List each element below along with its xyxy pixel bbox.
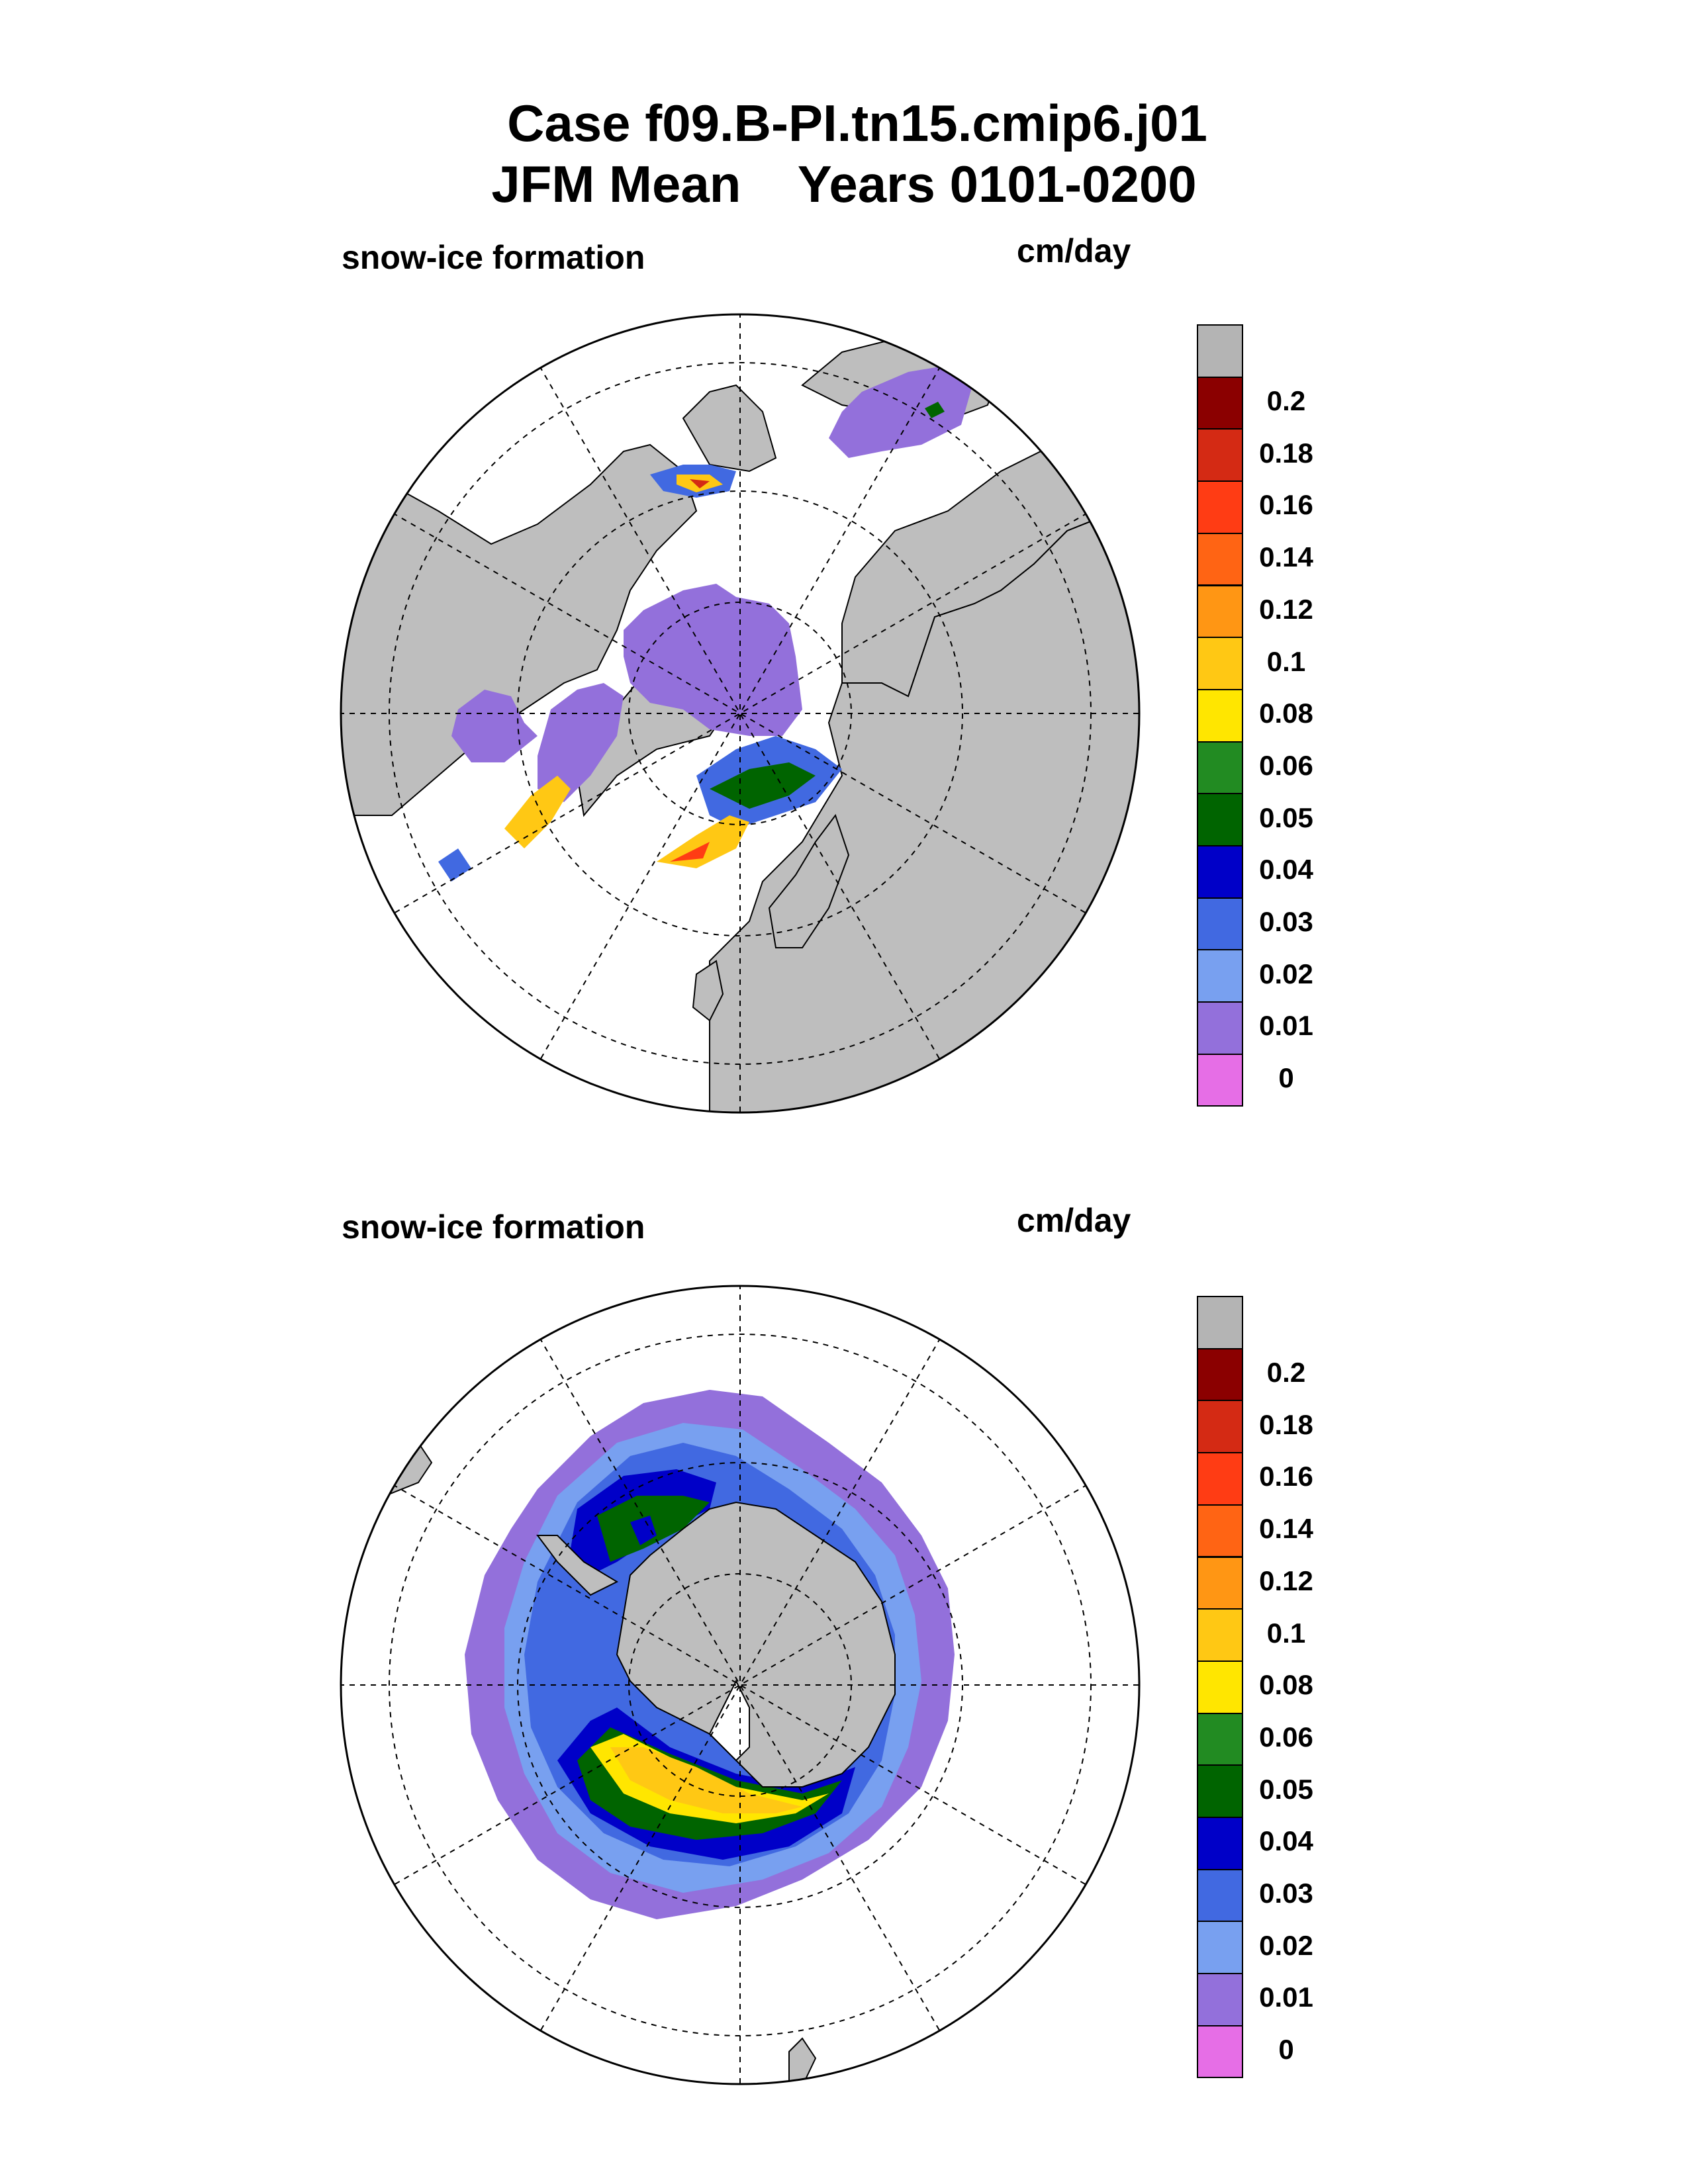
north-colorbar-label: 0	[1278, 1062, 1294, 1094]
barents-ice-high	[657, 815, 749, 868]
north-colorbar-swatch	[1197, 480, 1243, 534]
alaska-land	[682, 384, 777, 473]
north-land	[341, 443, 698, 816]
south-colorbar-swatch	[1197, 1817, 1243, 1870]
north-colorbar-label: 0.2	[1266, 385, 1306, 417]
panel-2-units-label: cm/day	[1017, 1202, 1131, 1239]
north-colorbar-swatch	[1197, 428, 1243, 482]
north-colorbar-label: 0.1	[1266, 645, 1306, 677]
uk-land	[692, 960, 724, 1022]
arctic-ice-zero	[624, 584, 802, 736]
south-colorbar-swatch	[1197, 1296, 1243, 1349]
south-colorbar-swatch	[1197, 1400, 1243, 1454]
north-colorbar-swatch	[1197, 637, 1243, 690]
north-colorbar-label: 0.04	[1259, 854, 1313, 886]
north-colorbar-label: 0.18	[1259, 437, 1313, 469]
north-colorbar-swatch	[1197, 688, 1243, 743]
south-colorbar-swatch	[1197, 1556, 1243, 1610]
north-colorbar-swatch	[1197, 793, 1243, 846]
south-colorbar-label: 0.05	[1259, 1773, 1313, 1805]
south-colorbar-label: 0.2	[1266, 1357, 1306, 1388]
hudson-ice-zero	[451, 690, 538, 762]
panel-2-field-label: snow-ice formation	[342, 1208, 645, 1246]
north-colorbar-label: 0.14	[1259, 541, 1313, 573]
south-colorbar-label: 0.1	[1266, 1617, 1306, 1649]
south-colorbar-label: 0	[1278, 2034, 1294, 2066]
south-colorbar-swatch	[1197, 2025, 1243, 2079]
south-colorbar-label: 0.16	[1259, 1461, 1313, 1492]
south-colorbar-swatch	[1197, 1764, 1243, 1818]
south-colorbar-swatch	[1197, 1712, 1243, 1766]
north-colorbar-label: 0.16	[1259, 489, 1313, 521]
north-colorbar-swatch	[1197, 1053, 1243, 1107]
north-colorbar-swatch	[1197, 949, 1243, 1003]
barents-ice-peak	[670, 842, 710, 862]
bering-ice-zero	[829, 365, 974, 458]
south-colorbar-label: 0.06	[1259, 1721, 1313, 1752]
plot-title-line-1: Case f09.B-PI.tn15.cmip6.j01	[507, 94, 1207, 152]
south-colorbar-label: 0.14	[1259, 1513, 1313, 1545]
north-polar-map	[340, 313, 1141, 1114]
north-colorbar-label: 0.08	[1259, 698, 1313, 729]
north-colorbar-label: 0.03	[1259, 906, 1313, 938]
north-colorbar-swatch	[1197, 532, 1243, 586]
south-colorbar-swatch	[1197, 1921, 1243, 1975]
south-colorbar-label: 0.01	[1259, 1981, 1313, 2013]
south-colorbar-swatch	[1197, 1452, 1243, 1506]
south-colorbar-label: 0.18	[1259, 1408, 1313, 1440]
panel-1-units-label: cm/day	[1017, 232, 1131, 269]
south-colorbar-label: 0.08	[1259, 1669, 1313, 1701]
north-colorbar-swatch	[1197, 324, 1243, 378]
ross-ice-010	[610, 1747, 802, 1813]
south-polar-map	[340, 1285, 1141, 2085]
south-colorbar-label: 0.04	[1259, 1825, 1313, 1857]
labrador-ice-band	[504, 776, 571, 848]
north-colorbar-swatch	[1197, 376, 1243, 430]
south-colorbar-swatch	[1197, 1608, 1243, 1662]
bering-ice-band	[925, 402, 945, 418]
weddell-ice-core	[630, 1516, 657, 1545]
south-colorbar-label: 0.03	[1259, 1878, 1313, 1909]
north-colorbar-label: 0.12	[1259, 593, 1313, 625]
baffin-ice-zero	[538, 683, 624, 802]
north-colorbar-swatch	[1197, 845, 1243, 899]
north-colorbar-swatch	[1197, 584, 1243, 639]
antarctic-peninsula-land	[536, 1535, 619, 1596]
north-colorbar-label: 0.02	[1259, 958, 1313, 989]
south-colorbar-swatch	[1197, 1868, 1243, 1923]
south-colorbar-label: 0.12	[1259, 1565, 1313, 1596]
north-colorbar-swatch	[1197, 1001, 1243, 1055]
south-colorbar-label: 0.02	[1259, 1929, 1313, 1961]
north-colorbar-label: 0.06	[1259, 749, 1313, 781]
south-colorbar-swatch	[1197, 1660, 1243, 1714]
north-colorbar-swatch	[1197, 897, 1243, 951]
barents-ice-mid	[710, 762, 816, 809]
antarctica-land	[616, 1501, 896, 1788]
scandinavia-land	[768, 813, 850, 948]
plot-title-line-2: JFM Mean Years 0101-0200	[491, 155, 1197, 213]
okhotsk-ice-peak	[690, 479, 710, 488]
south-colorbar-swatch	[1197, 1973, 1243, 2026]
panel-1-field-label: snow-ice formation	[342, 239, 645, 276]
north-colorbar-label: 0.01	[1259, 1010, 1313, 1042]
north-colorbar-label: 0.05	[1259, 801, 1313, 833]
north-colorbar-swatch	[1197, 741, 1243, 795]
south-colorbar-swatch	[1197, 1504, 1243, 1558]
south-colorbar-swatch	[1197, 1347, 1243, 1402]
